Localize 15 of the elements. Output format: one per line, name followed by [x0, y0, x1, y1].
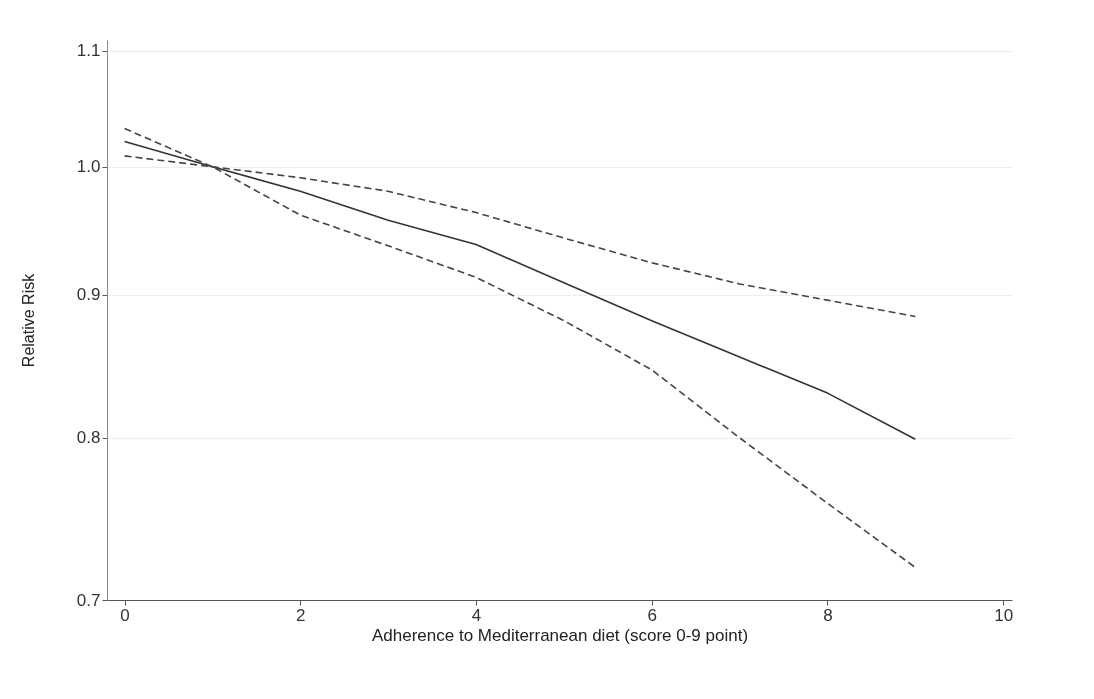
y-tick-label: 0.9	[76, 285, 101, 305]
y-axis-title: Relative Risk	[19, 272, 37, 368]
y-tick-label: 0.8	[76, 428, 101, 448]
line-series	[123, 127, 917, 569]
x-tick-label: 8	[823, 605, 833, 625]
x-tick-label: 2	[296, 605, 306, 625]
y-tick-label: 0.7	[76, 590, 101, 610]
x-tick-label: 6	[647, 605, 657, 625]
y-tick-label: 1.0	[76, 157, 101, 177]
x-tick-label: 4	[471, 605, 482, 625]
x-axis-title: Adherence to Mediterranean diet (score 0-9 point)	[371, 625, 749, 645]
line-series	[123, 140, 917, 441]
y-tick-label: 1.1	[76, 41, 101, 61]
x-tick-label: 0	[120, 605, 130, 625]
x-tick-label: 10	[994, 605, 1014, 625]
